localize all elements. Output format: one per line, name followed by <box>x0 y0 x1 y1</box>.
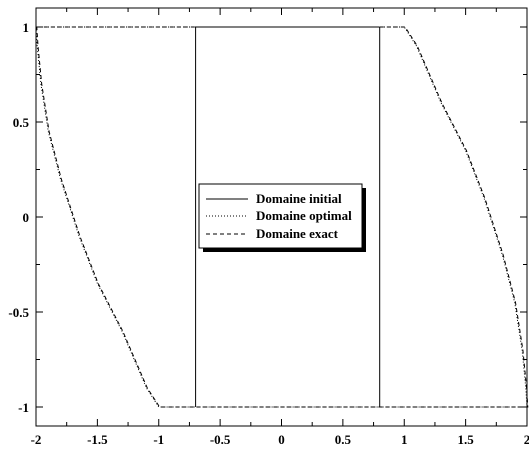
y-tick-label: 1 <box>23 20 30 35</box>
legend-label-exact: Domaine exact <box>256 226 339 241</box>
legend: Domaine initial Domaine optimal Domaine … <box>198 183 366 252</box>
x-tick-label: 1 <box>401 432 408 447</box>
tick-labels: -2 -1.5 -1 -0.5 0 0.5 1 1.5 2 -1 -0.5 0 0.5 1 <box>8 20 529 447</box>
series-layer <box>35 26 529 408</box>
axis-ticks <box>35 8 528 426</box>
y-tick-label: -1 <box>18 400 29 415</box>
x-tick-label: -1.5 <box>87 432 108 447</box>
x-tick-label: -1 <box>153 432 164 447</box>
x-tick-label: 1.5 <box>458 432 475 447</box>
legend-box <box>198 183 363 249</box>
x-tick-label: 0 <box>278 432 285 447</box>
y-tick-label: 0 <box>23 210 30 225</box>
x-tick-label: 0.5 <box>335 432 352 447</box>
series-line-domaine-exact <box>36 26 529 408</box>
legend-label-initial: Domaine initial <box>256 191 342 206</box>
x-tick-label: -0.5 <box>210 432 231 447</box>
legend-label-optimal: Domaine optimal <box>256 208 352 223</box>
y-tick-label: 0.5 <box>13 115 30 130</box>
y-tick-label: -0.5 <box>8 305 29 320</box>
x-tick-label: -2 <box>31 432 42 447</box>
x-tick-label: 2 <box>524 432 529 447</box>
